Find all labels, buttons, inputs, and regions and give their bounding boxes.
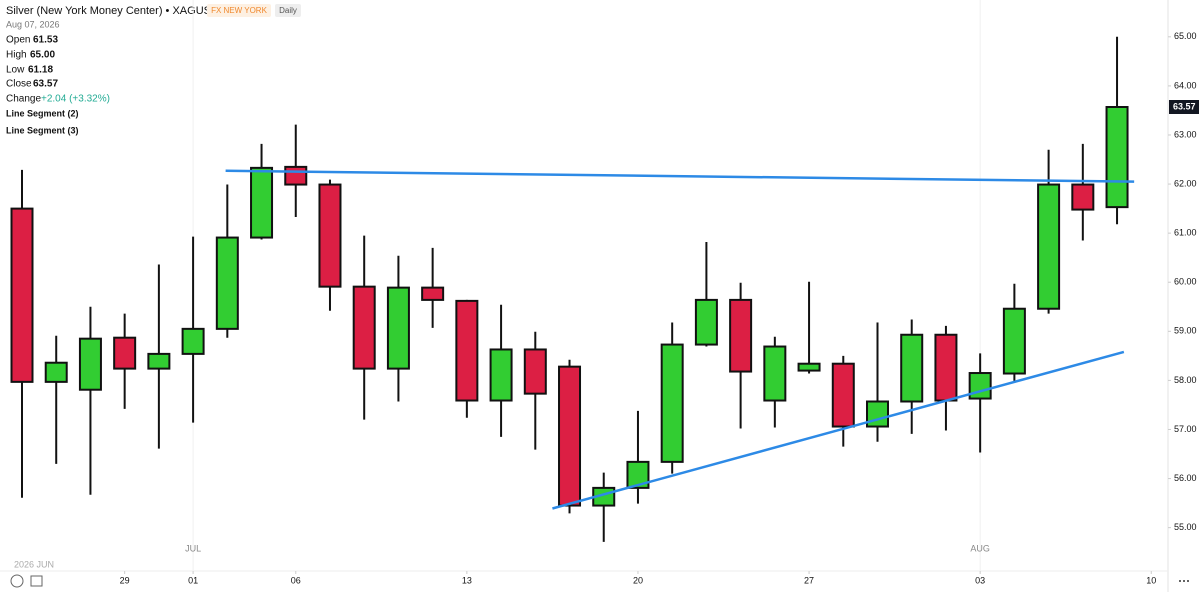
bottom-icons (10, 574, 1189, 588)
x-tick-label: 13 (462, 575, 472, 585)
candle-body (113, 336, 137, 370)
menu-dot[interactable] (1179, 580, 1181, 582)
candle-body (78, 337, 102, 391)
low-value: 61.18 (28, 65, 53, 76)
candle-body (284, 165, 308, 186)
candle-body (489, 348, 513, 402)
interval-badge (275, 4, 301, 17)
last-price-label: 63.57 (1173, 101, 1196, 111)
icon[interactable] (10, 574, 24, 588)
trend-line (552, 350, 1125, 510)
candle-body (386, 286, 410, 370)
y-tick-label: 65.00 (1174, 31, 1197, 41)
y-tick-label: 55.00 (1174, 522, 1197, 532)
candle-body (1037, 183, 1061, 310)
y-tick-label: 62.00 (1174, 178, 1197, 188)
close-label: Close (6, 79, 32, 90)
change-value: +2.04 (+3.32%) (41, 94, 110, 105)
open-value: 61.53 (33, 35, 58, 46)
candle-body (455, 299, 479, 402)
icon[interactable] (30, 575, 43, 587)
y-tick-label: 64.00 (1174, 80, 1197, 90)
candle-body (968, 372, 992, 400)
candle-body (1071, 183, 1095, 211)
candle-body (729, 298, 753, 373)
candle-body (44, 361, 68, 383)
candle-body (352, 285, 376, 370)
y-tick-label: 57.00 (1174, 424, 1197, 434)
exchange: FX NEW YORK (211, 6, 268, 15)
candle-body (694, 298, 718, 346)
candle-body (934, 333, 958, 402)
candle-body (10, 207, 34, 383)
month-label: JUL (185, 543, 201, 553)
candle-body (866, 400, 889, 428)
interval: Daily (279, 6, 297, 15)
candle-body (660, 343, 684, 463)
y-tick-label: 61.00 (1174, 228, 1197, 238)
trend-line (225, 169, 1135, 183)
x-tick-label: 10 (1146, 575, 1156, 585)
candle-body (318, 183, 342, 288)
x-tick-label: 06 (291, 575, 301, 585)
x-tick-label: 03 (975, 575, 985, 585)
x-tick-label: 01 (188, 575, 198, 585)
y-tick-label: 59.00 (1174, 326, 1197, 336)
chart-title: Silver (New York Money Center) • XAGUSD (6, 5, 219, 17)
menu-dot[interactable] (1183, 580, 1185, 582)
candle-body (215, 236, 239, 330)
drawing-label: Line Segment (2) (6, 108, 79, 118)
candle-body (523, 348, 547, 395)
month-label: AUG (970, 543, 990, 553)
candle-body (558, 365, 582, 507)
candle-body (421, 286, 445, 301)
candle-body (1002, 307, 1026, 375)
candle-body (1105, 106, 1129, 209)
x-tick-label: 20 (633, 575, 643, 585)
candle-body (147, 352, 171, 370)
date: Aug 07, 2026 (6, 19, 60, 29)
drawing-label: Line Segment (3) (6, 125, 79, 135)
exchange-badge (207, 4, 271, 17)
close-value: 63.57 (33, 79, 58, 90)
change-label: Change (6, 94, 41, 105)
candle-body (181, 327, 205, 355)
x-tick-label: 27 (804, 575, 814, 585)
y-tick-label: 60.00 (1174, 277, 1197, 287)
menu-dot[interactable] (1187, 580, 1189, 582)
x-start-label: 2026 JUN (14, 559, 54, 569)
low-label: Low (6, 65, 25, 76)
candle-body (831, 362, 855, 428)
y-tick-label: 58.00 (1174, 375, 1197, 385)
candle-body (626, 460, 650, 489)
candle-body (763, 345, 787, 402)
high-label: High (6, 50, 27, 61)
x-tick-label: 29 (120, 575, 130, 585)
y-tick-label: 56.00 (1174, 473, 1197, 483)
open-label: Open (6, 35, 30, 46)
candle-body (797, 362, 821, 372)
last-price-tag (1169, 100, 1199, 115)
y-tick-label: 63.00 (1174, 129, 1197, 139)
candle-body (250, 166, 274, 239)
candle-body (900, 333, 924, 403)
high-value: 65.00 (30, 50, 55, 61)
